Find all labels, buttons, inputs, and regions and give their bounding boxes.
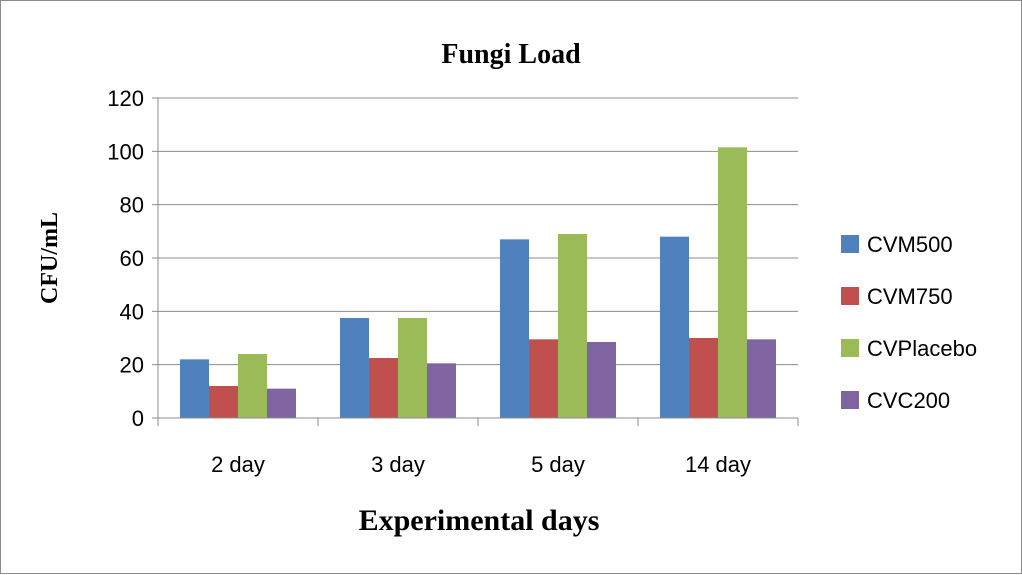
y-tick-label: 0 [132, 406, 144, 431]
bar-cvplacebo-5-day [558, 234, 587, 418]
bar-cvplacebo-14-day [718, 147, 747, 419]
x-tick-label: 2 day [211, 452, 265, 477]
bar-cvm500-5-day [500, 239, 529, 418]
y-tick-label: 40 [120, 299, 144, 324]
x-tick-label: 5 day [531, 452, 585, 477]
legend-label: CVPlacebo [867, 336, 977, 361]
x-axis-label: Experimental days [359, 504, 600, 537]
y-tick-label: 80 [120, 193, 144, 218]
legend-swatch [841, 339, 859, 357]
legend-label: CVC200 [867, 388, 950, 413]
legend-swatch [841, 391, 859, 409]
axes [152, 97, 799, 426]
y-tick-label: 20 [120, 353, 144, 378]
bar-cvm500-14-day [660, 236, 689, 418]
bars [180, 147, 776, 419]
bar-cvm750-14-day [689, 338, 718, 418]
legend-swatch [841, 235, 859, 253]
y-tick-label: 120 [107, 86, 144, 111]
y-tick-label: 60 [120, 246, 144, 271]
bar-cvc200-5-day [587, 342, 616, 418]
bar-cvm750-2-day [209, 386, 238, 418]
legend: CVM500 CVM750 CVPlacebo CVC200 [841, 232, 977, 413]
x-tick-label: 3 day [371, 452, 425, 477]
bar-cvm750-5-day [529, 339, 558, 418]
x-tick-labels: 2 day 3 day 5 day 14 day [211, 452, 751, 477]
bar-cvm500-2-day [180, 359, 209, 418]
legend-label: CVM500 [867, 232, 953, 257]
y-tick-label: 100 [107, 139, 144, 164]
legend-swatch [841, 287, 859, 305]
bar-cvm500-3-day [340, 318, 369, 418]
bar-cvc200-3-day [427, 363, 456, 418]
y-tick-labels: 0 20 40 60 80 100 120 [107, 86, 144, 431]
y-axis-label: CFU/mL [37, 212, 63, 304]
legend-label: CVM750 [867, 284, 953, 309]
bar-cvplacebo-3-day [398, 318, 427, 418]
bar-cvplacebo-2-day [238, 354, 267, 418]
bar-cvc200-2-day [267, 388, 296, 418]
chart-title: Fungi Load [441, 39, 581, 70]
bar-cvc200-14-day [747, 339, 776, 418]
x-tick-label: 14 day [685, 452, 751, 477]
gridlines [158, 97, 798, 366]
bar-cvm750-3-day [369, 358, 398, 418]
